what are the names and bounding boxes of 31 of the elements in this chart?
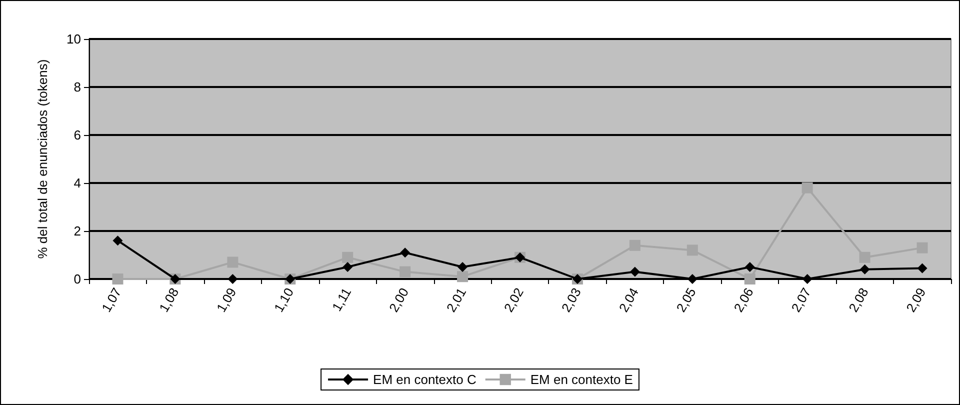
point xyxy=(802,274,812,284)
point xyxy=(917,263,928,274)
y-tick-label: 10 xyxy=(66,32,81,46)
y-tick-label: 0 xyxy=(74,272,81,286)
point xyxy=(227,256,238,268)
point xyxy=(630,266,640,277)
point xyxy=(859,252,870,263)
point xyxy=(686,244,698,256)
y-tick-label: 8 xyxy=(74,80,81,94)
point xyxy=(400,266,411,278)
point xyxy=(342,252,354,263)
legend-label: EM en contexto C xyxy=(373,372,476,387)
point xyxy=(860,264,870,274)
point xyxy=(457,271,468,282)
point xyxy=(400,248,410,258)
y-tick-label: 2 xyxy=(74,224,81,238)
point xyxy=(458,262,468,272)
point xyxy=(112,274,124,284)
point xyxy=(342,262,353,272)
point xyxy=(802,182,813,194)
y-axis-title: % del total de enunciados (tokens) xyxy=(35,59,50,259)
point xyxy=(228,274,238,284)
point xyxy=(744,274,756,284)
legend-label: EM en contexto E xyxy=(530,372,634,387)
point xyxy=(916,242,928,254)
point xyxy=(687,274,698,284)
y-tick-label: 4 xyxy=(74,176,81,190)
point xyxy=(744,262,755,272)
point xyxy=(112,236,123,246)
point xyxy=(629,240,640,251)
y-tick-label: 6 xyxy=(74,128,81,142)
